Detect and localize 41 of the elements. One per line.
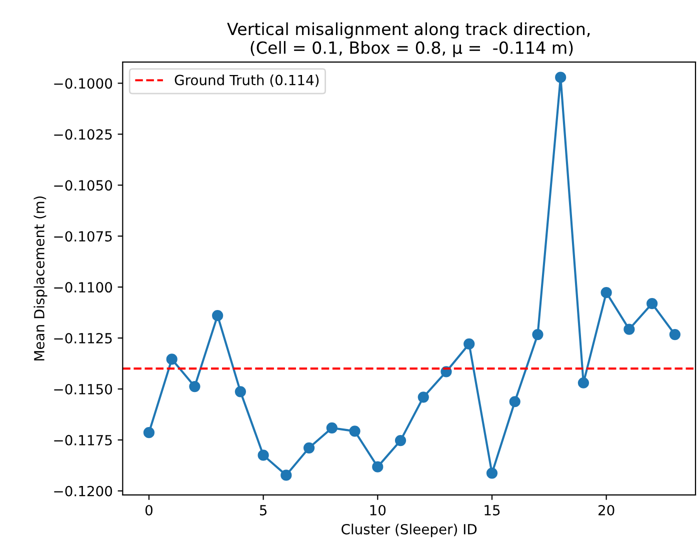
point	[280, 470, 292, 481]
x-tick-label: 5	[260, 505, 267, 516]
point	[394, 435, 406, 446]
x-axis-title: Cluster (Sleeper) ID	[342, 524, 477, 538]
point	[464, 338, 475, 350]
point	[258, 450, 269, 461]
y-tick-label: −0.1200	[54, 486, 112, 496]
point	[532, 329, 544, 340]
x-tick-label: 10	[370, 504, 386, 516]
x-tick-label: 20	[598, 504, 614, 516]
point	[578, 377, 590, 388]
y-tick-label: −0.1000	[54, 78, 112, 89]
point	[372, 461, 384, 472]
point	[189, 380, 200, 392]
point	[418, 392, 429, 403]
point	[486, 468, 498, 479]
point	[303, 442, 315, 454]
point	[509, 396, 520, 408]
point	[669, 329, 680, 340]
point	[555, 72, 566, 83]
point	[234, 386, 246, 398]
point	[326, 422, 338, 434]
y-tick-label: −0.1025	[54, 129, 112, 140]
y-axis-title: Mean Displacement (m)	[34, 196, 48, 360]
y-tick-label: −0.1100	[54, 282, 112, 293]
x-tick-label: 15	[484, 505, 500, 516]
y-tick-label: −0.1175	[54, 434, 112, 446]
point	[212, 310, 224, 322]
point	[646, 298, 658, 310]
y-tick-label: −0.1050	[54, 180, 112, 191]
point	[624, 324, 635, 335]
point	[166, 354, 178, 365]
point	[143, 427, 155, 438]
x-tick-label: 0	[145, 504, 152, 516]
point	[600, 287, 612, 298]
y-tick-label: −0.1075	[54, 231, 112, 242]
y-tick-label: −0.1150	[54, 384, 112, 394]
point	[349, 426, 360, 437]
chart-title: Vertical misalignment along track direction, (Cell = 0.1, Bbox = 0.8, μ = -0.114 m)	[227, 22, 590, 58]
y-tick-label: −0.1125	[54, 332, 112, 344]
legend-label: Ground Truth (0.114)	[174, 74, 319, 87]
